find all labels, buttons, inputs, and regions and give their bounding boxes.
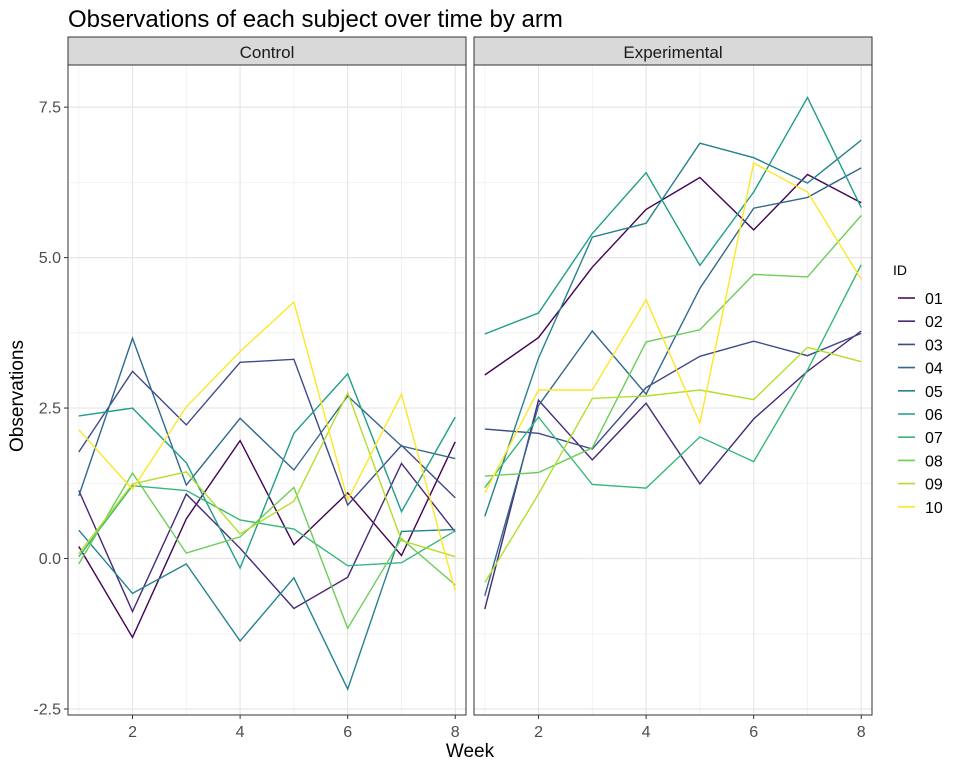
panel-control: Control 2 4 6 8 -2.5 0.0 2.5 5.0 7.5 <box>33 36 467 741</box>
legend-label-08: 08 <box>925 453 943 470</box>
x-tick-label: 6 <box>343 724 352 741</box>
x-tick-label: 8 <box>451 724 460 741</box>
series-line-06 <box>78 372 456 570</box>
y-tick-label: 2.5 <box>39 401 61 418</box>
series-line-07 <box>484 264 862 489</box>
legend-label-07: 07 <box>925 430 943 447</box>
legend-title: ID <box>893 262 907 278</box>
series-line-01 <box>484 173 862 376</box>
panel-experimental: Experimental 2 4 6 8 <box>473 36 873 741</box>
x-tick-label: 8 <box>857 724 866 741</box>
strip-background <box>473 36 873 66</box>
legend: ID 01 02 03 04 05 06 07 08 09 10 <box>893 262 943 517</box>
legend-label-10: 10 <box>925 500 943 517</box>
series-line-10 <box>484 162 862 494</box>
series-line-03 <box>484 332 862 450</box>
series-line-10 <box>78 300 456 591</box>
x-tick-label: 2 <box>534 724 543 741</box>
series-line-08 <box>78 471 456 630</box>
legend-label-01: 01 <box>925 291 943 308</box>
legend-label-03: 03 <box>925 337 943 354</box>
y-tick-label: -2.5 <box>33 701 61 718</box>
strip-label: Control <box>240 43 295 62</box>
y-tick-label: 0.0 <box>39 551 61 568</box>
series-line-01 <box>78 439 456 639</box>
panels: Control 2 4 6 8 -2.5 0.0 2.5 5.0 7.5 Experimental 2… <box>33 36 873 741</box>
chart-title: Observations of each subject over time b… <box>68 6 563 33</box>
series-line-05 <box>484 139 862 517</box>
y-axis-title: Observations <box>7 340 28 452</box>
series-line-03 <box>78 358 456 507</box>
series-line-02 <box>484 330 862 610</box>
series-line-09 <box>78 391 456 558</box>
panel-background <box>68 65 466 715</box>
y-tick-label: 7.5 <box>39 100 61 117</box>
x-axis-title: Week <box>446 741 495 762</box>
series-line-06 <box>484 96 862 335</box>
series-line-02 <box>78 462 456 614</box>
x-tick-label: 2 <box>128 724 137 741</box>
series-line-08 <box>484 215 862 477</box>
strip-background <box>67 36 467 66</box>
series-line-05 <box>78 528 456 691</box>
series-line-09 <box>484 346 862 583</box>
legend-label-06: 06 <box>925 407 943 424</box>
x-tick-label: 6 <box>749 724 758 741</box>
legend-label-02: 02 <box>925 314 943 331</box>
x-tick-label: 4 <box>236 724 245 741</box>
legend-label-04: 04 <box>925 361 943 378</box>
x-tick-label: 4 <box>642 724 651 741</box>
series-line-04 <box>484 167 862 596</box>
legend-label-05: 05 <box>925 384 943 401</box>
strip-label: Experimental <box>623 43 722 62</box>
legend-label-09: 09 <box>925 477 943 494</box>
panel-background <box>474 65 872 715</box>
series-line-04 <box>78 336 456 497</box>
y-tick-label: 5.0 <box>39 250 61 267</box>
